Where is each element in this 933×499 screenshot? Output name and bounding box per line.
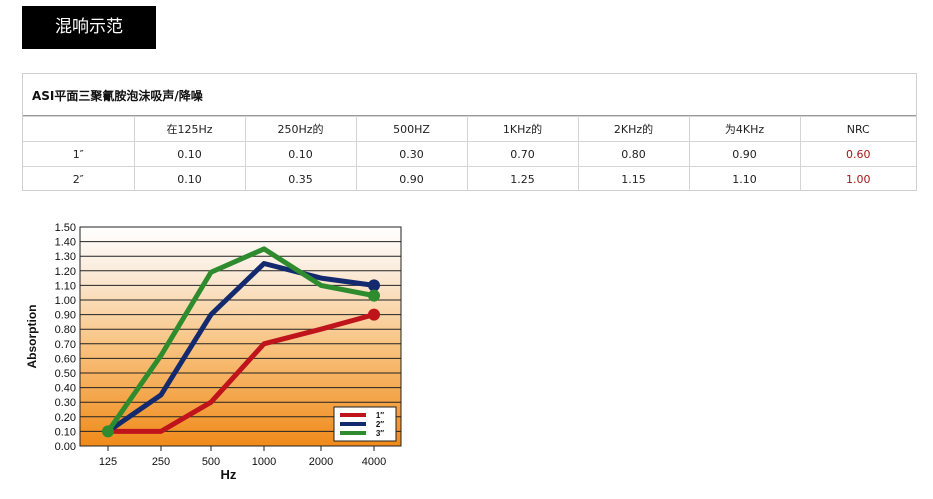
table-header-row: 在125Hz 250Hz的 500HZ 1KHz的 2KHz的 为4KHz NR… [23, 116, 916, 142]
nrc-cell: 1.00 [799, 166, 916, 191]
series-end-marker [368, 279, 380, 292]
header-cell: 2KHz的 [577, 116, 690, 142]
x-tick-label: 4000 [362, 456, 386, 468]
table-cell: 0.90 [688, 141, 801, 167]
y-tick-label: 1.10 [55, 280, 76, 292]
table-cell: 1.10 [688, 166, 801, 191]
series-end-marker [368, 289, 380, 302]
y-tick-label: 1.40 [55, 237, 76, 249]
spec-table-heading: ASI平面三聚氰胺泡沫吸声/降噪 [23, 74, 916, 116]
absorption-chart: 0.00 0.10 0.20 0.30 0.40 0.50 0.60 0.70 0.80 0.90… [25, 222, 402, 482]
x-axis-label: Hz [221, 467, 237, 482]
series-line [106, 261, 375, 434]
section-title: 混响示范 [22, 6, 156, 49]
x-tick-label: 125 [99, 456, 117, 468]
nrc-cell: 0.60 [799, 141, 916, 167]
header-cell: 1KHz的 [466, 116, 579, 142]
legend-label: 2″ [376, 420, 384, 429]
series-line [108, 312, 375, 434]
y-tick-label: 1.50 [55, 222, 76, 234]
y-tick-label: 0.80 [55, 324, 76, 336]
header-cell: 500HZ [355, 116, 468, 142]
y-tick-label: 0.30 [55, 397, 76, 409]
table-cell: 0.35 [244, 166, 357, 191]
y-tick-label: 1.30 [55, 251, 76, 263]
y-tick-label: 0.70 [55, 339, 76, 351]
table-cell: 1″ [23, 141, 135, 167]
table-cell: 0.80 [577, 141, 690, 167]
y-tick-label: 0.20 [55, 412, 76, 424]
header-cell: 250Hz的 [244, 116, 357, 142]
table-cell: 0.90 [355, 166, 468, 191]
table-cell: 0.10 [133, 141, 246, 167]
legend-label: 3″ [376, 429, 384, 438]
table-row: 2″ 0.10 0.35 0.90 1.25 1.15 1.10 1.00 [23, 166, 916, 191]
y-tick-label: 0.10 [55, 426, 76, 438]
y-tick-label: 0.40 [55, 383, 76, 395]
header-cell: 为4KHz [688, 116, 801, 142]
x-tick-label: 2000 [309, 456, 333, 468]
table-cell: 0.10 [244, 141, 357, 167]
spec-table-panel: ASI平面三聚氰胺泡沫吸声/降噪 在125Hz 250Hz的 500HZ 1KH… [22, 73, 917, 191]
chart-legend: 1″2″3″ [333, 406, 397, 442]
table-cell: 0.70 [466, 141, 579, 167]
x-tick-label: 1000 [252, 456, 276, 468]
series-end-marker [368, 308, 380, 321]
header-cell: 在125Hz [133, 116, 246, 142]
header-cell: NRC [799, 116, 916, 142]
x-tick-label: 250 [152, 456, 170, 468]
y-tick-label: 1.00 [55, 295, 76, 307]
y-tick-label: 0.00 [55, 441, 76, 453]
table-cell: 1.15 [577, 166, 690, 191]
x-tick-label: 500 [202, 456, 220, 468]
table-cell: 0.30 [355, 141, 468, 167]
legend-label: 1″ [376, 411, 384, 420]
table-cell: 2″ [23, 166, 135, 191]
table-cell: 0.10 [133, 166, 246, 191]
y-tick-label: 1.20 [55, 266, 76, 278]
table-row: 1″ 0.10 0.10 0.30 0.70 0.80 0.90 0.60 [23, 141, 916, 167]
series-line [105, 246, 375, 433]
y-axis-label: Absorption [25, 305, 39, 369]
y-tick-label: 0.50 [55, 368, 76, 380]
header-cell [23, 116, 135, 142]
table-cell: 1.25 [466, 166, 579, 191]
y-tick-label: 0.60 [55, 353, 76, 365]
series-start-marker [102, 425, 114, 438]
y-tick-label: 0.90 [55, 310, 76, 322]
absorption-table: 在125Hz 250Hz的 500HZ 1KHz的 2KHz的 为4KHz NR… [23, 116, 916, 191]
